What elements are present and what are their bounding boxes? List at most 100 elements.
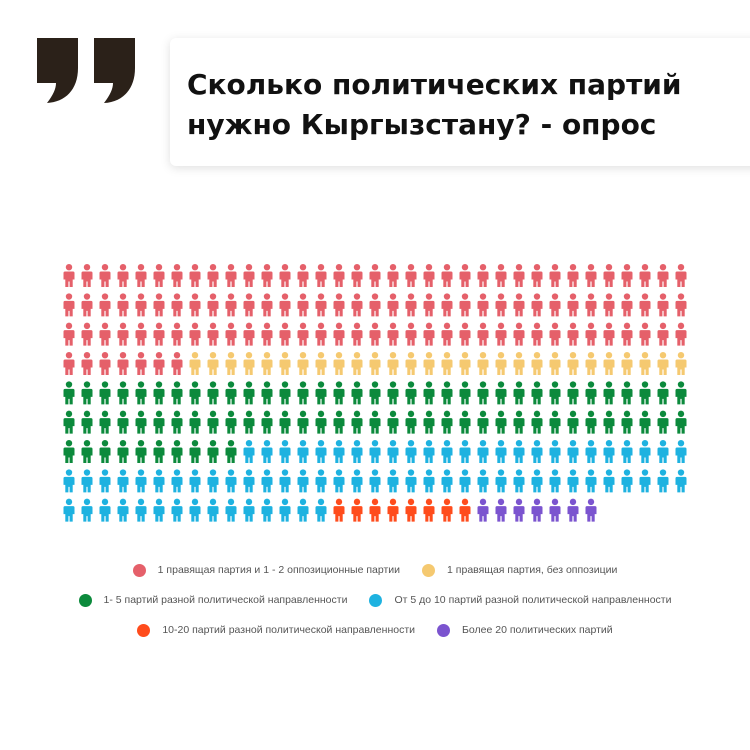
- person-icon: [243, 469, 255, 493]
- person-icon: [369, 381, 381, 405]
- person-icon: [81, 352, 93, 375]
- person-icon: [351, 498, 363, 522]
- person-icon: [315, 469, 327, 493]
- person-icon: [567, 264, 579, 287]
- quote-mark-left: [37, 38, 78, 103]
- person-icon: [675, 410, 687, 434]
- person-icon: [117, 410, 129, 434]
- person-icon: [621, 410, 633, 434]
- person-icon: [387, 410, 399, 434]
- person-icon: [459, 293, 471, 317]
- person-icon: [207, 381, 219, 405]
- person-icon: [441, 498, 453, 522]
- person-icon: [99, 322, 111, 346]
- person-icon: [585, 440, 597, 463]
- person-icon: [405, 352, 417, 375]
- person-icon: [351, 264, 363, 287]
- person-icon: [63, 469, 75, 493]
- person-icon: [657, 322, 669, 346]
- person-icon: [261, 498, 273, 522]
- person-icon: [549, 322, 561, 346]
- person-icon: [459, 410, 471, 434]
- person-icon: [423, 264, 435, 287]
- person-icon: [459, 352, 471, 375]
- person-icon: [639, 352, 651, 375]
- person-icon: [369, 322, 381, 346]
- person-icon: [405, 293, 417, 317]
- person-icon: [207, 410, 219, 434]
- person-icon: [549, 440, 561, 463]
- person-icon: [441, 322, 453, 346]
- person-icon: [225, 322, 237, 346]
- person-icon: [513, 410, 525, 434]
- person-icon: [495, 322, 507, 346]
- person-icon: [243, 322, 255, 346]
- person-icon: [99, 352, 111, 375]
- person-icon: [621, 352, 633, 375]
- person-icon: [261, 264, 273, 287]
- person-icon: [153, 469, 165, 493]
- person-icon: [531, 293, 543, 317]
- person-icon: [135, 469, 147, 493]
- person-icon: [531, 322, 543, 346]
- person-icon: [477, 264, 489, 287]
- person-icon: [639, 322, 651, 346]
- person-icon: [495, 293, 507, 317]
- person-icon: [441, 381, 453, 405]
- person-icon: [315, 440, 327, 463]
- person-icon: [585, 469, 597, 493]
- person-icon: [333, 293, 345, 317]
- person-icon: [171, 410, 183, 434]
- person-icon: [423, 498, 435, 522]
- legend-dot: [422, 563, 436, 577]
- person-icon: [315, 322, 327, 346]
- person-icon: [441, 410, 453, 434]
- person-icon: [279, 352, 291, 375]
- person-icon: [621, 381, 633, 405]
- person-icon: [243, 440, 255, 463]
- person-icon: [261, 381, 273, 405]
- legend-label: 10-20 партий разной политической направл…: [162, 624, 416, 636]
- person-icon: [135, 352, 147, 375]
- person-icon: [567, 322, 579, 346]
- person-icon: [477, 322, 489, 346]
- person-icon: [333, 498, 345, 522]
- person-icon: [297, 352, 309, 375]
- person-icon: [63, 381, 75, 405]
- person-icon: [333, 410, 345, 434]
- person-icon: [261, 322, 273, 346]
- person-icon: [99, 410, 111, 434]
- person-icon: [513, 264, 525, 287]
- person-icon: [117, 352, 129, 375]
- person-icon: [567, 469, 579, 493]
- person-icon: [351, 440, 363, 463]
- person-icon: [477, 352, 489, 375]
- person-icon: [495, 410, 507, 434]
- legend-row: 1 правящая партия и 1 - 2 оппозиционные …: [0, 555, 750, 585]
- person-icon: [63, 352, 75, 375]
- person-icon: [603, 322, 615, 346]
- quote-icon: [37, 38, 135, 103]
- person-icon: [189, 498, 201, 522]
- person-icon: [459, 381, 471, 405]
- person-icon: [549, 469, 561, 493]
- person-icon: [153, 440, 165, 463]
- person-icon: [333, 440, 345, 463]
- person-icon: [99, 440, 111, 463]
- person-icon: [351, 293, 363, 317]
- person-icon: [423, 293, 435, 317]
- person-icon: [117, 322, 129, 346]
- person-icon: [603, 469, 615, 493]
- person-icon: [279, 293, 291, 317]
- person-icon: [405, 381, 417, 405]
- person-icon: [387, 322, 399, 346]
- quote-mark-right: [94, 38, 135, 103]
- person-icon: [405, 322, 417, 346]
- person-icon: [189, 440, 201, 463]
- person-icon: [135, 440, 147, 463]
- person-icon: [603, 352, 615, 375]
- person-icon: [81, 498, 93, 522]
- legend-dot: [137, 623, 151, 637]
- person-icon: [495, 381, 507, 405]
- person-icon: [135, 498, 147, 522]
